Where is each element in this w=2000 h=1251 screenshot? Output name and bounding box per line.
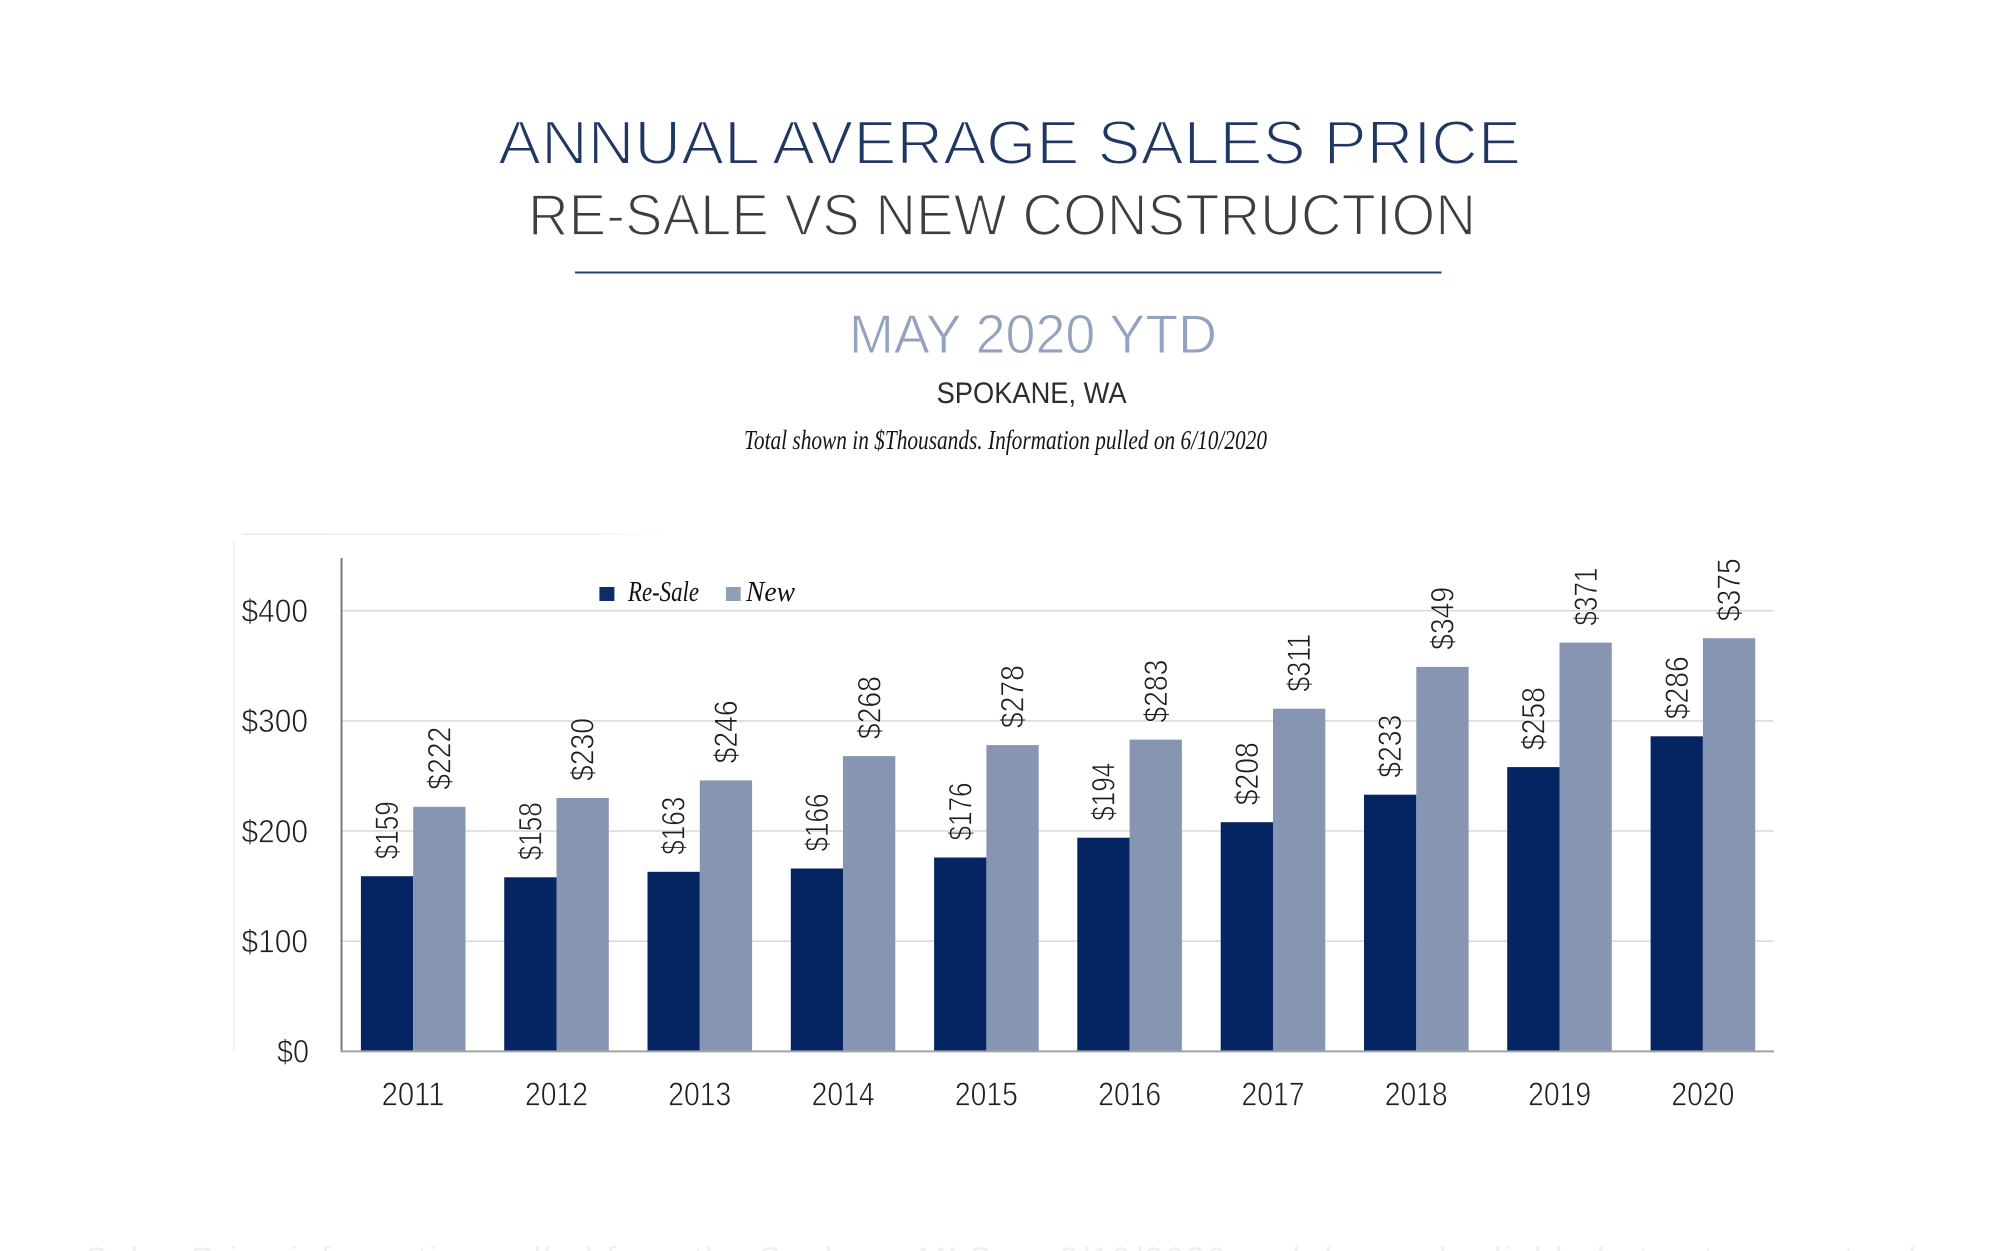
- svg-text:2013: 2013: [668, 1077, 731, 1114]
- svg-text:$400: $400: [242, 593, 309, 629]
- svg-text:Re-Sale: Re-Sale: [627, 577, 699, 608]
- svg-text:2011: 2011: [382, 1077, 445, 1114]
- svg-text:$194: $194: [1086, 763, 1122, 821]
- svg-text:$268: $268: [851, 676, 887, 739]
- svg-text:ANNUAL AVERAGE SALES PRICE: ANNUAL AVERAGE SALES PRICE: [498, 108, 1521, 178]
- svg-text:RE-SALE VS NEW CONSTRUCTION: RE-SALE VS NEW CONSTRUCTION: [528, 183, 1476, 248]
- svg-text:$349: $349: [1425, 587, 1461, 650]
- svg-text:$166: $166: [799, 794, 835, 852]
- svg-text:$222: $222: [421, 727, 457, 790]
- svg-text:2020: 2020: [1671, 1077, 1734, 1114]
- svg-text:2012: 2012: [525, 1077, 588, 1114]
- svg-text:$163: $163: [656, 797, 692, 855]
- svg-text:$159: $159: [369, 801, 405, 859]
- svg-text:$246: $246: [708, 700, 744, 763]
- svg-text:$230: $230: [565, 718, 601, 781]
- svg-text:$375: $375: [1711, 558, 1747, 621]
- svg-text:2016: 2016: [1098, 1077, 1161, 1114]
- svg-text:$158: $158: [512, 802, 548, 860]
- svg-text:$0: $0: [277, 1034, 309, 1070]
- svg-text:2018: 2018: [1385, 1077, 1448, 1114]
- svg-text:$100: $100: [242, 924, 309, 960]
- svg-text:2015: 2015: [955, 1077, 1018, 1114]
- svg-text:SPOKANE, WA: SPOKANE, WA: [937, 377, 1127, 410]
- svg-text:2017: 2017: [1242, 1077, 1305, 1114]
- svg-text:$176: $176: [942, 783, 978, 841]
- svg-text:$371: $371: [1568, 568, 1604, 626]
- svg-text:New: New: [745, 577, 795, 608]
- svg-text:$208: $208: [1229, 742, 1265, 805]
- svg-text:$200: $200: [242, 813, 309, 849]
- svg-text:$278: $278: [995, 665, 1031, 728]
- svg-text:MAY 2020 YTD: MAY 2020 YTD: [849, 304, 1217, 365]
- svg-text:$286: $286: [1659, 656, 1695, 719]
- svg-text:$233: $233: [1372, 715, 1408, 778]
- svg-text:Total shown in $Thousands. Inf: Total shown in $Thousands. Information p…: [744, 424, 1267, 455]
- svg-text:$258: $258: [1516, 687, 1552, 750]
- svg-text:$300: $300: [242, 703, 309, 739]
- svg-text:$311: $311: [1281, 634, 1317, 692]
- svg-text:Average Sales Price informatio: Average Sales Price information pulled f…: [0, 1241, 2000, 1251]
- svg-text:2019: 2019: [1528, 1077, 1591, 1114]
- svg-text:2014: 2014: [812, 1077, 875, 1114]
- svg-text:$283: $283: [1138, 660, 1174, 723]
